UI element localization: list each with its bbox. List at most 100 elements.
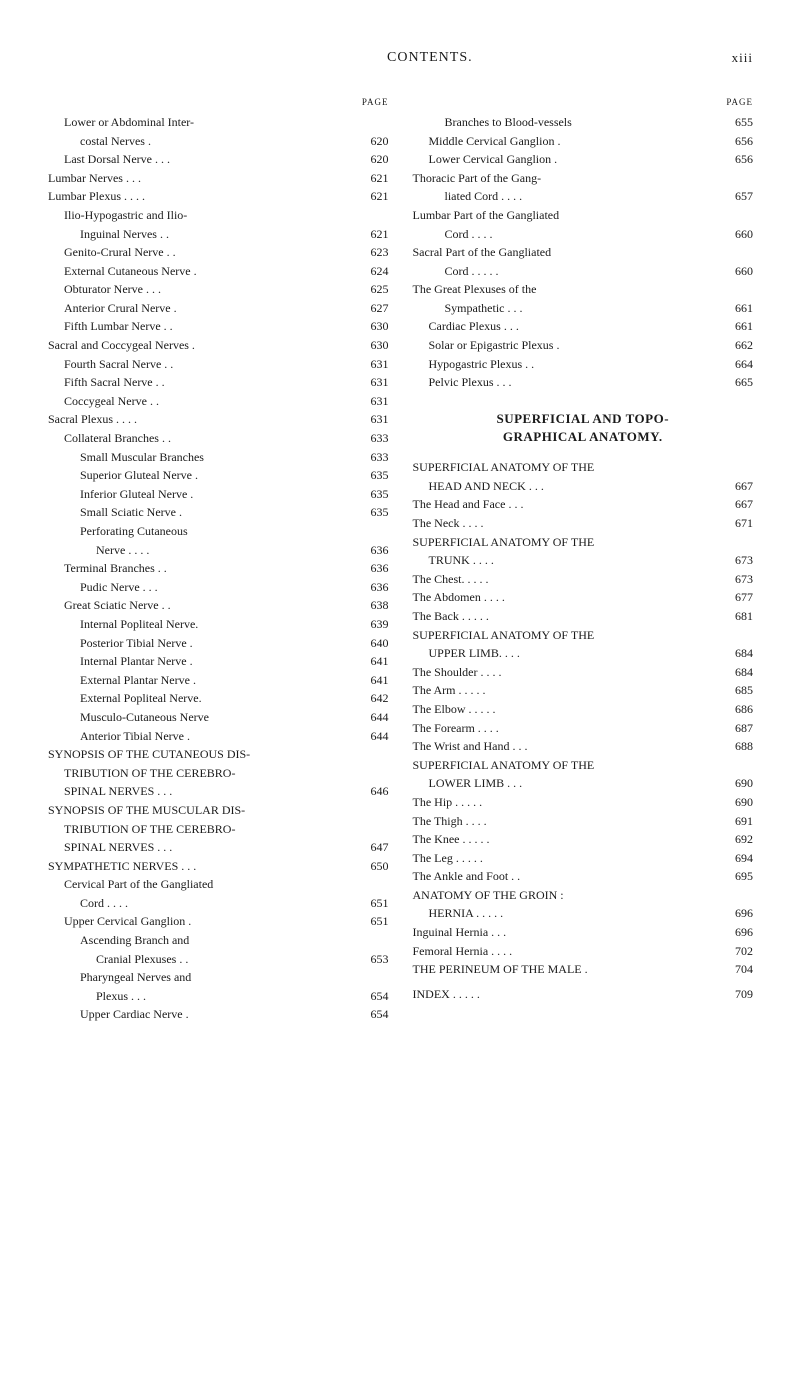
entry-page: 635 <box>361 466 389 485</box>
page-label-left: PAGE <box>48 96 389 110</box>
entry-text: liated Cord . . . . <box>413 187 726 206</box>
page-number: xiii <box>732 50 753 66</box>
toc-entry: Cervical Part of the Gangliated <box>48 875 389 894</box>
toc-entry: SYNOPSIS OF THE CUTANEOUS DIS- <box>48 745 389 764</box>
entry-text: Sacral Part of the Gangliated <box>413 243 754 262</box>
contents-title: CONTENTS. <box>88 50 732 66</box>
toc-entry: SYMPATHETIC NERVES . . .650 <box>48 857 389 876</box>
entry-text: Internal Plantar Nerve . <box>48 652 361 671</box>
entry-page: 667 <box>725 495 753 514</box>
entry-page: 677 <box>725 588 753 607</box>
toc-entry: Ilio-Hypogastric and Ilio- <box>48 206 389 225</box>
entry-text: The Ankle and Foot . . <box>413 867 726 886</box>
toc-entry: Small Muscular Branches633 <box>48 448 389 467</box>
toc-entry: THE PERINEUM OF THE MALE .704 <box>413 960 754 979</box>
entry-page: 640 <box>361 634 389 653</box>
toc-entry: Pharyngeal Nerves and <box>48 968 389 987</box>
entry-text: Middle Cervical Ganglion . <box>413 132 726 151</box>
entry-text: SUPERFICIAL ANATOMY OF THE <box>413 626 754 645</box>
toc-entry: The Wrist and Hand . . .688 <box>413 737 754 756</box>
entry-text: Lumbar Nerves . . . <box>48 169 361 188</box>
toc-entry: Cardiac Plexus . . .661 <box>413 317 754 336</box>
toc-entry: Middle Cervical Ganglion .656 <box>413 132 754 151</box>
entry-text: Superior Gluteal Nerve . <box>48 466 361 485</box>
toc-entry: External Plantar Nerve .641 <box>48 671 389 690</box>
entry-page: 620 <box>361 132 389 151</box>
toc-entry: Upper Cervical Ganglion .651 <box>48 912 389 931</box>
entry-page: 623 <box>361 243 389 262</box>
entry-text: Branches to Blood-vessels <box>413 113 726 132</box>
header-spacer <box>48 50 88 66</box>
toc-entry: The Hip . . . . .690 <box>413 793 754 812</box>
entry-text: Anterior Crural Nerve . <box>48 299 361 318</box>
toc-entry: Inguinal Hernia . . .696 <box>413 923 754 942</box>
entry-text: The Knee . . . . . <box>413 830 726 849</box>
entry-text: TRIBUTION OF THE CEREBRO- <box>48 764 389 783</box>
entry-text: THE PERINEUM OF THE MALE . <box>413 960 726 979</box>
toc-entry: HEAD AND NECK . . .667 <box>413 477 754 496</box>
entry-text: Cord . . . . . <box>413 262 726 281</box>
entry-text: Cord . . . . <box>48 894 361 913</box>
entry-text: Femoral Hernia . . . . <box>413 942 726 961</box>
entry-page: 656 <box>725 150 753 169</box>
entry-text: LOWER LIMB . . . <box>413 774 726 793</box>
toc-entry: Inguinal Nerves . .621 <box>48 225 389 244</box>
entry-page: 660 <box>725 225 753 244</box>
toc-entry: Cord . . . . .660 <box>413 262 754 281</box>
entry-page: 636 <box>361 578 389 597</box>
toc-entry: Last Dorsal Nerve . . .620 <box>48 150 389 169</box>
entry-text: Sympathetic . . . <box>413 299 726 318</box>
entry-text: Musculo-Cutaneous Nerve <box>48 708 361 727</box>
toc-entry: Ascending Branch and <box>48 931 389 950</box>
entry-page: 630 <box>361 317 389 336</box>
entry-text: INDEX . . . . . <box>413 985 726 1004</box>
toc-entry: Upper Cardiac Nerve .654 <box>48 1005 389 1024</box>
toc-entry: The Back . . . . .681 <box>413 607 754 626</box>
toc-entry: SUPERFICIAL ANATOMY OF THE <box>413 533 754 552</box>
toc-entry: SPINAL NERVES . . .646 <box>48 782 389 801</box>
toc-entry: The Shoulder . . . .684 <box>413 663 754 682</box>
left-synopsis-list: SYNOPSIS OF THE CUTANEOUS DIS-TRIBUTION … <box>48 745 389 1024</box>
entry-page: 696 <box>725 904 753 923</box>
entry-page: 696 <box>725 923 753 942</box>
entry-page: 687 <box>725 719 753 738</box>
toc-entry: Fourth Sacral Nerve . .631 <box>48 355 389 374</box>
toc-entry: Solar or Epigastric Plexus .662 <box>413 336 754 355</box>
entry-text: The Chest. . . . . <box>413 570 726 589</box>
toc-entry: Sacral Plexus . . . .631 <box>48 410 389 429</box>
entry-page: 635 <box>361 503 389 522</box>
toc-entry: ANATOMY OF THE GROIN : <box>413 886 754 905</box>
entry-text: Terminal Branches . . <box>48 559 361 578</box>
entry-text: Fifth Lumbar Nerve . . <box>48 317 361 336</box>
entry-page: 624 <box>361 262 389 281</box>
toc-entry: Inferior Gluteal Nerve .635 <box>48 485 389 504</box>
entry-text: SYNOPSIS OF THE CUTANEOUS DIS- <box>48 745 389 764</box>
entry-page: 691 <box>725 812 753 831</box>
entry-page: 631 <box>361 373 389 392</box>
entry-text: SYMPATHETIC NERVES . . . <box>48 857 361 876</box>
entry-page: 655 <box>725 113 753 132</box>
toc-entry: Collateral Branches . .633 <box>48 429 389 448</box>
toc-entry: Lumbar Part of the Gangliated <box>413 206 754 225</box>
toc-entry: Cord . . . .651 <box>48 894 389 913</box>
toc-entry: Internal Plantar Nerve .641 <box>48 652 389 671</box>
toc-entry: Lower Cervical Ganglion .656 <box>413 150 754 169</box>
toc-entry: Genito-Crural Nerve . .623 <box>48 243 389 262</box>
entry-text: External Plantar Nerve . <box>48 671 361 690</box>
entry-page: 673 <box>725 570 753 589</box>
entry-page: 671 <box>725 514 753 533</box>
entry-text: The Wrist and Hand . . . <box>413 737 726 756</box>
toc-entry: Superior Gluteal Nerve .635 <box>48 466 389 485</box>
section-header: SUPERFICIAL AND TOPO-GRAPHICAL ANATOMY. <box>413 410 754 446</box>
entry-page: 641 <box>361 671 389 690</box>
toc-entry: The Thigh . . . .691 <box>413 812 754 831</box>
entry-text: Genito-Crural Nerve . . <box>48 243 361 262</box>
entry-text: The Elbow . . . . . <box>413 700 726 719</box>
entry-page: 681 <box>725 607 753 626</box>
entry-page: 651 <box>361 894 389 913</box>
toc-entry: SUPERFICIAL ANATOMY OF THE <box>413 626 754 645</box>
toc-entry: Posterior Tibial Nerve .640 <box>48 634 389 653</box>
toc-entry: Pelvic Plexus . . .665 <box>413 373 754 392</box>
left-column: PAGE Lower or Abdominal Inter-costal Ner… <box>48 96 389 1024</box>
entry-text: The Shoulder . . . . <box>413 663 726 682</box>
